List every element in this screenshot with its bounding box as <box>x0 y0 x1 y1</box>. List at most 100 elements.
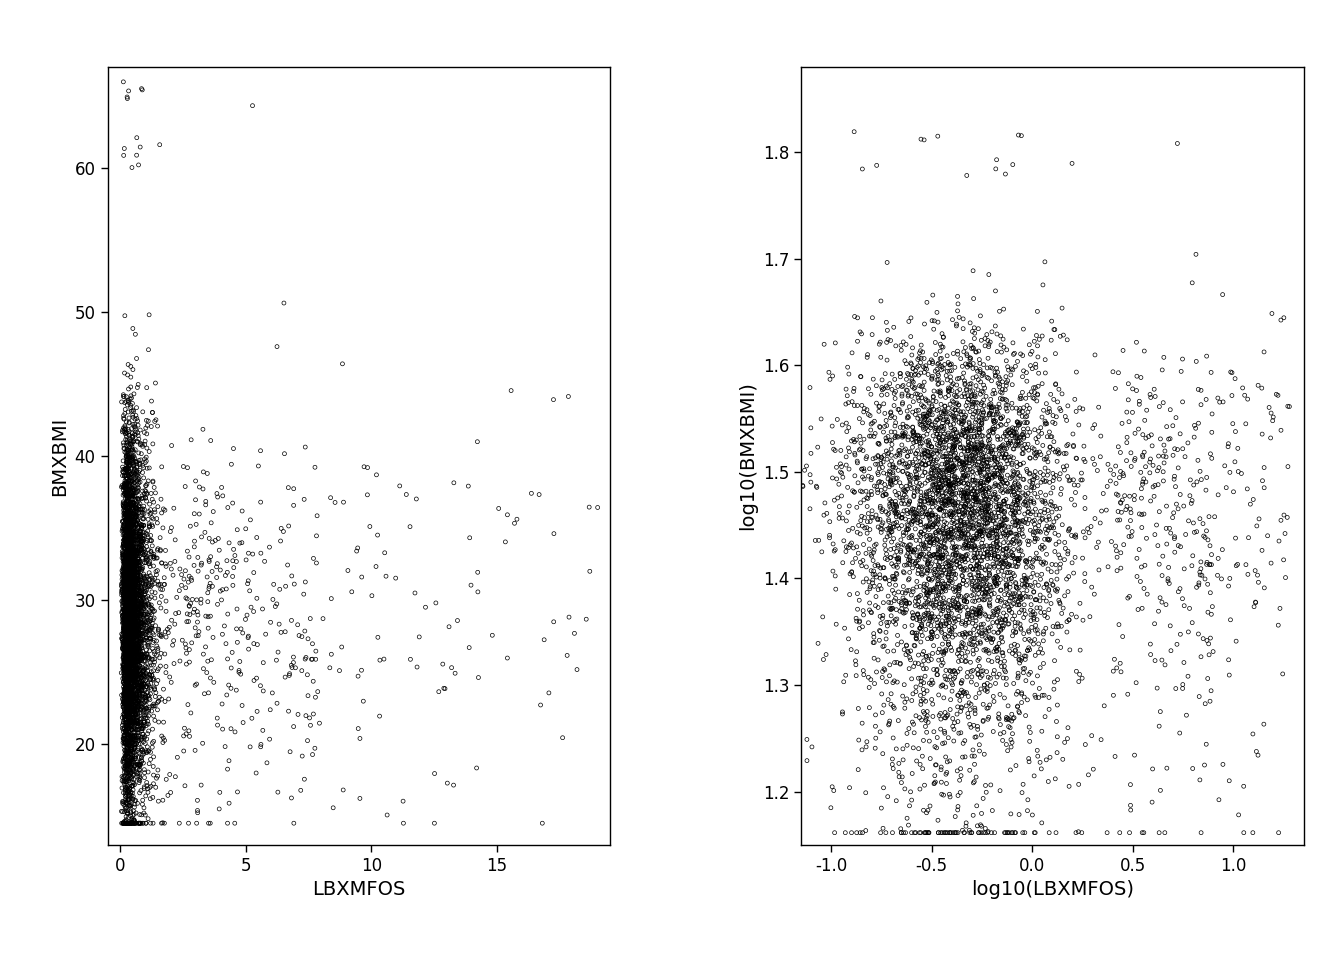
Point <box>118 615 140 631</box>
Point <box>144 698 165 713</box>
Point <box>118 449 140 465</box>
Point <box>116 640 137 656</box>
Point <box>977 516 999 531</box>
Point <box>124 806 145 822</box>
Point <box>1152 594 1173 610</box>
Point <box>923 401 945 417</box>
Point <box>1234 388 1255 403</box>
Point <box>964 774 985 789</box>
Point <box>778 314 800 329</box>
Point <box>961 577 982 592</box>
Point <box>1013 471 1035 487</box>
Point <box>980 631 1001 646</box>
Point <box>969 599 991 614</box>
Point <box>117 604 138 619</box>
Point <box>829 456 851 471</box>
Point <box>879 467 900 482</box>
Point <box>907 510 929 525</box>
Point <box>1254 460 1275 475</box>
Point <box>285 660 306 676</box>
Point <box>130 615 152 631</box>
Point <box>977 582 999 597</box>
Point <box>1020 597 1042 612</box>
Point <box>121 703 142 718</box>
Point <box>120 644 141 660</box>
Point <box>1020 608 1042 623</box>
Point <box>1032 402 1054 418</box>
Point <box>1046 619 1067 635</box>
Point <box>120 489 141 504</box>
Point <box>133 571 155 587</box>
Point <box>1195 530 1216 545</box>
Point <box>347 540 368 556</box>
Point <box>931 326 953 342</box>
Point <box>114 609 136 624</box>
Point <box>120 639 141 655</box>
Point <box>925 414 946 429</box>
Point <box>112 641 133 657</box>
Point <box>113 549 134 564</box>
Point <box>1009 389 1031 404</box>
Point <box>128 732 149 748</box>
Point <box>137 713 159 729</box>
Point <box>118 582 140 597</box>
Point <box>917 409 938 424</box>
Point <box>935 662 957 678</box>
Point <box>853 520 875 536</box>
Point <box>132 676 153 691</box>
Point <box>121 519 142 535</box>
Point <box>935 643 957 659</box>
Point <box>114 507 136 522</box>
Point <box>113 588 134 603</box>
Point <box>128 628 149 643</box>
Point <box>118 641 140 657</box>
Point <box>911 478 933 493</box>
Point <box>122 751 144 766</box>
Point <box>129 815 151 830</box>
Point <box>141 620 163 636</box>
Point <box>117 476 138 492</box>
Point <box>930 548 952 564</box>
Point <box>113 654 134 669</box>
Point <box>124 608 145 623</box>
Point <box>167 750 188 765</box>
Point <box>1039 520 1060 536</box>
Point <box>122 761 144 777</box>
Point <box>230 621 251 636</box>
Point <box>1163 505 1184 520</box>
Point <box>126 720 148 735</box>
Point <box>866 378 887 394</box>
Point <box>126 557 148 572</box>
Point <box>910 387 931 402</box>
Point <box>1000 571 1021 587</box>
Point <box>972 528 993 543</box>
Point <box>848 517 870 533</box>
Point <box>126 620 148 636</box>
Point <box>961 631 982 646</box>
Point <box>969 424 991 440</box>
Point <box>958 688 980 704</box>
Point <box>138 519 160 535</box>
Point <box>120 584 141 599</box>
Point <box>114 615 136 631</box>
Point <box>974 622 996 637</box>
Point <box>973 697 995 712</box>
Point <box>917 561 938 576</box>
Point <box>988 605 1009 620</box>
Point <box>1005 455 1027 470</box>
Point <box>128 650 149 665</box>
Point <box>895 372 917 387</box>
Point <box>112 584 133 599</box>
Point <box>976 468 997 483</box>
Point <box>133 517 155 533</box>
Point <box>919 482 941 497</box>
Point <box>962 533 984 548</box>
Point <box>121 596 142 612</box>
Point <box>145 567 167 583</box>
Point <box>125 744 146 759</box>
Point <box>142 733 164 749</box>
Point <box>1222 365 1243 380</box>
Point <box>120 542 141 558</box>
Point <box>911 504 933 519</box>
Point <box>1034 580 1055 595</box>
